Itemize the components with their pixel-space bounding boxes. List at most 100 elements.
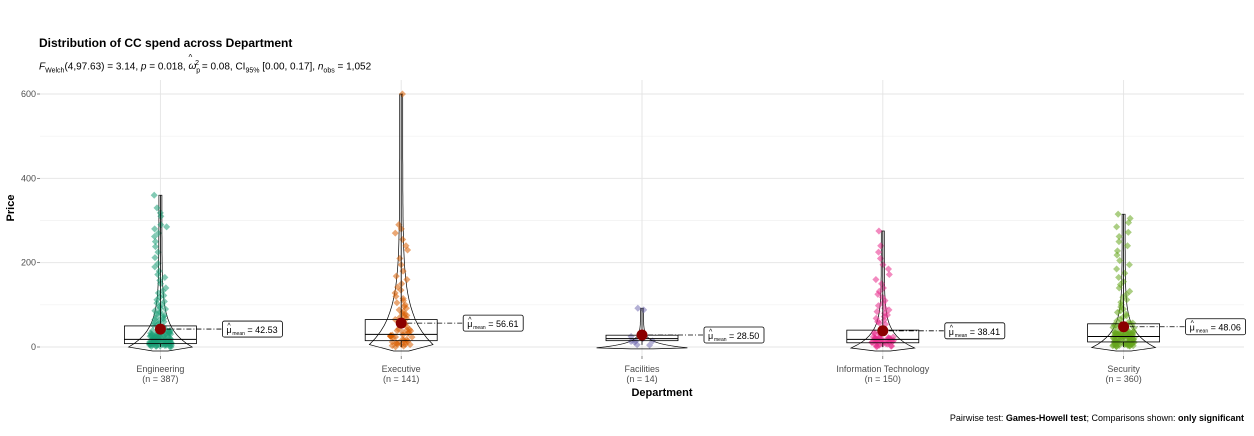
outlier-point xyxy=(875,319,883,327)
x-tick-label: Security xyxy=(1107,364,1140,374)
mean-label-hat: ^ xyxy=(468,317,472,324)
mean-label-sub: mean xyxy=(714,337,727,343)
data-point xyxy=(870,328,878,336)
chart-caption: Pairwise test: Games-Howell test; Compar… xyxy=(950,413,1244,423)
outlier-point xyxy=(1113,265,1121,273)
omega-label: ^ ω xyxy=(188,53,197,73)
mean-point xyxy=(154,323,166,335)
outlier-point xyxy=(153,204,161,212)
outlier-point xyxy=(393,299,401,307)
x-tick-label: Facilities xyxy=(624,364,660,374)
x-tick-label: Engineering xyxy=(136,364,184,374)
outlier-point xyxy=(157,212,165,220)
omega-rest: = 0.08, CI xyxy=(199,61,246,73)
mean-label-value: = 28.50 xyxy=(729,331,759,341)
caption-prefix: Pairwise test: xyxy=(949,413,1006,423)
data-point xyxy=(872,343,881,351)
mean-point xyxy=(1118,321,1130,333)
outlier-point xyxy=(392,272,400,280)
y-tick-label: 0 xyxy=(31,342,36,352)
stat-label: F xyxy=(39,61,46,73)
chart-title: Distribution of CC spend across Departme… xyxy=(39,36,293,50)
data-point xyxy=(404,329,412,338)
caption-test: Games-Howell test xyxy=(1005,413,1087,423)
x-tick-n-label: (n = 14) xyxy=(626,374,657,384)
outlier-point xyxy=(875,227,883,235)
mean-label-value: = 56.61 xyxy=(488,319,518,329)
omega-hat: ^ xyxy=(188,53,193,63)
outlier-point xyxy=(403,275,411,284)
x-tick-label: Executive xyxy=(382,364,421,374)
data-point xyxy=(401,340,409,348)
outlier-point xyxy=(151,238,159,246)
outlier-point xyxy=(154,248,162,256)
mean-label-box xyxy=(221,320,283,338)
outlier-point xyxy=(151,263,159,271)
outlier-point xyxy=(874,302,882,310)
group-security: ^μ mean = 48.06 Security(n = 360) xyxy=(1087,210,1246,384)
outlier-point xyxy=(151,254,159,262)
outlier-point xyxy=(398,280,406,288)
data-point xyxy=(408,333,416,341)
y-axis-title: Price xyxy=(5,195,17,222)
ci-rest: [0.00, 0.17], xyxy=(259,61,318,73)
outlier-point xyxy=(161,273,169,281)
mean-label-mu: μ xyxy=(949,327,954,337)
mean-label-mu: μ xyxy=(226,325,231,335)
outlier-point xyxy=(884,265,893,273)
ci-sub: 95% xyxy=(245,67,260,75)
omega-sub: p xyxy=(196,67,201,75)
data-point xyxy=(398,336,407,344)
outlier-point xyxy=(875,248,883,256)
x-tick-label: Information Technology xyxy=(836,364,929,374)
outlier-point xyxy=(1114,210,1122,218)
n-sub: obs xyxy=(323,67,335,75)
outlier-point xyxy=(163,223,171,231)
outlier-point xyxy=(151,225,159,233)
mean-label-mu: μ xyxy=(1190,323,1195,333)
data-point xyxy=(147,332,155,340)
omega-symbol: ω xyxy=(188,61,197,73)
outlier-point xyxy=(885,270,893,279)
data-point xyxy=(388,338,396,346)
n-rest: = 1,052 xyxy=(334,61,372,73)
mean-label-box xyxy=(944,322,1006,340)
outlier-point xyxy=(1115,238,1123,246)
outlier-point xyxy=(1124,228,1132,236)
outlier-point xyxy=(392,292,400,300)
y-tick-label: 600 xyxy=(21,89,36,99)
mean-label-value: = 38.41 xyxy=(970,327,1000,337)
data-point xyxy=(880,337,888,345)
outlier-point xyxy=(151,243,159,251)
mean-label-hat: ^ xyxy=(950,325,954,332)
outlier-point xyxy=(634,304,642,312)
stat-rest: (4,97.63) = 3.14, xyxy=(64,61,141,73)
stat-sub: Welch xyxy=(45,67,65,75)
x-tick-n-label: (n = 387) xyxy=(142,374,178,384)
outlier-point xyxy=(149,321,157,329)
outlier-point xyxy=(1115,273,1123,281)
mean-label-value: = 42.53 xyxy=(247,325,277,335)
mean-label-box xyxy=(1185,318,1246,336)
data-point xyxy=(393,327,401,335)
x-tick-n-label: (n = 141) xyxy=(383,374,419,384)
outlier-point xyxy=(640,306,648,314)
data-point xyxy=(872,335,880,343)
mean-point xyxy=(636,329,648,341)
y-tick-label: 200 xyxy=(21,258,36,268)
data-point xyxy=(887,342,895,350)
mean-label-hat: ^ xyxy=(709,329,713,336)
outlier-point xyxy=(404,246,412,254)
chart-subtitle: FWelch(4,97.63) = 3.14, p = 0.018, ^ ωp2 … xyxy=(39,53,372,75)
mean-point xyxy=(395,317,407,329)
caption-middle: ; Comparisons shown: xyxy=(1086,413,1178,423)
mean-label-sub: mean xyxy=(955,333,968,339)
p-label: p xyxy=(140,61,147,73)
p-rest: = 0.018, xyxy=(146,61,189,73)
group-information-technology: ^μ mean = 38.41 Information Technology(n = … xyxy=(836,227,1006,384)
outlier-point xyxy=(879,284,887,292)
n-label: n xyxy=(317,61,324,73)
y-tick-label: 400 xyxy=(21,173,36,183)
omega-sup: 2 xyxy=(195,60,200,67)
